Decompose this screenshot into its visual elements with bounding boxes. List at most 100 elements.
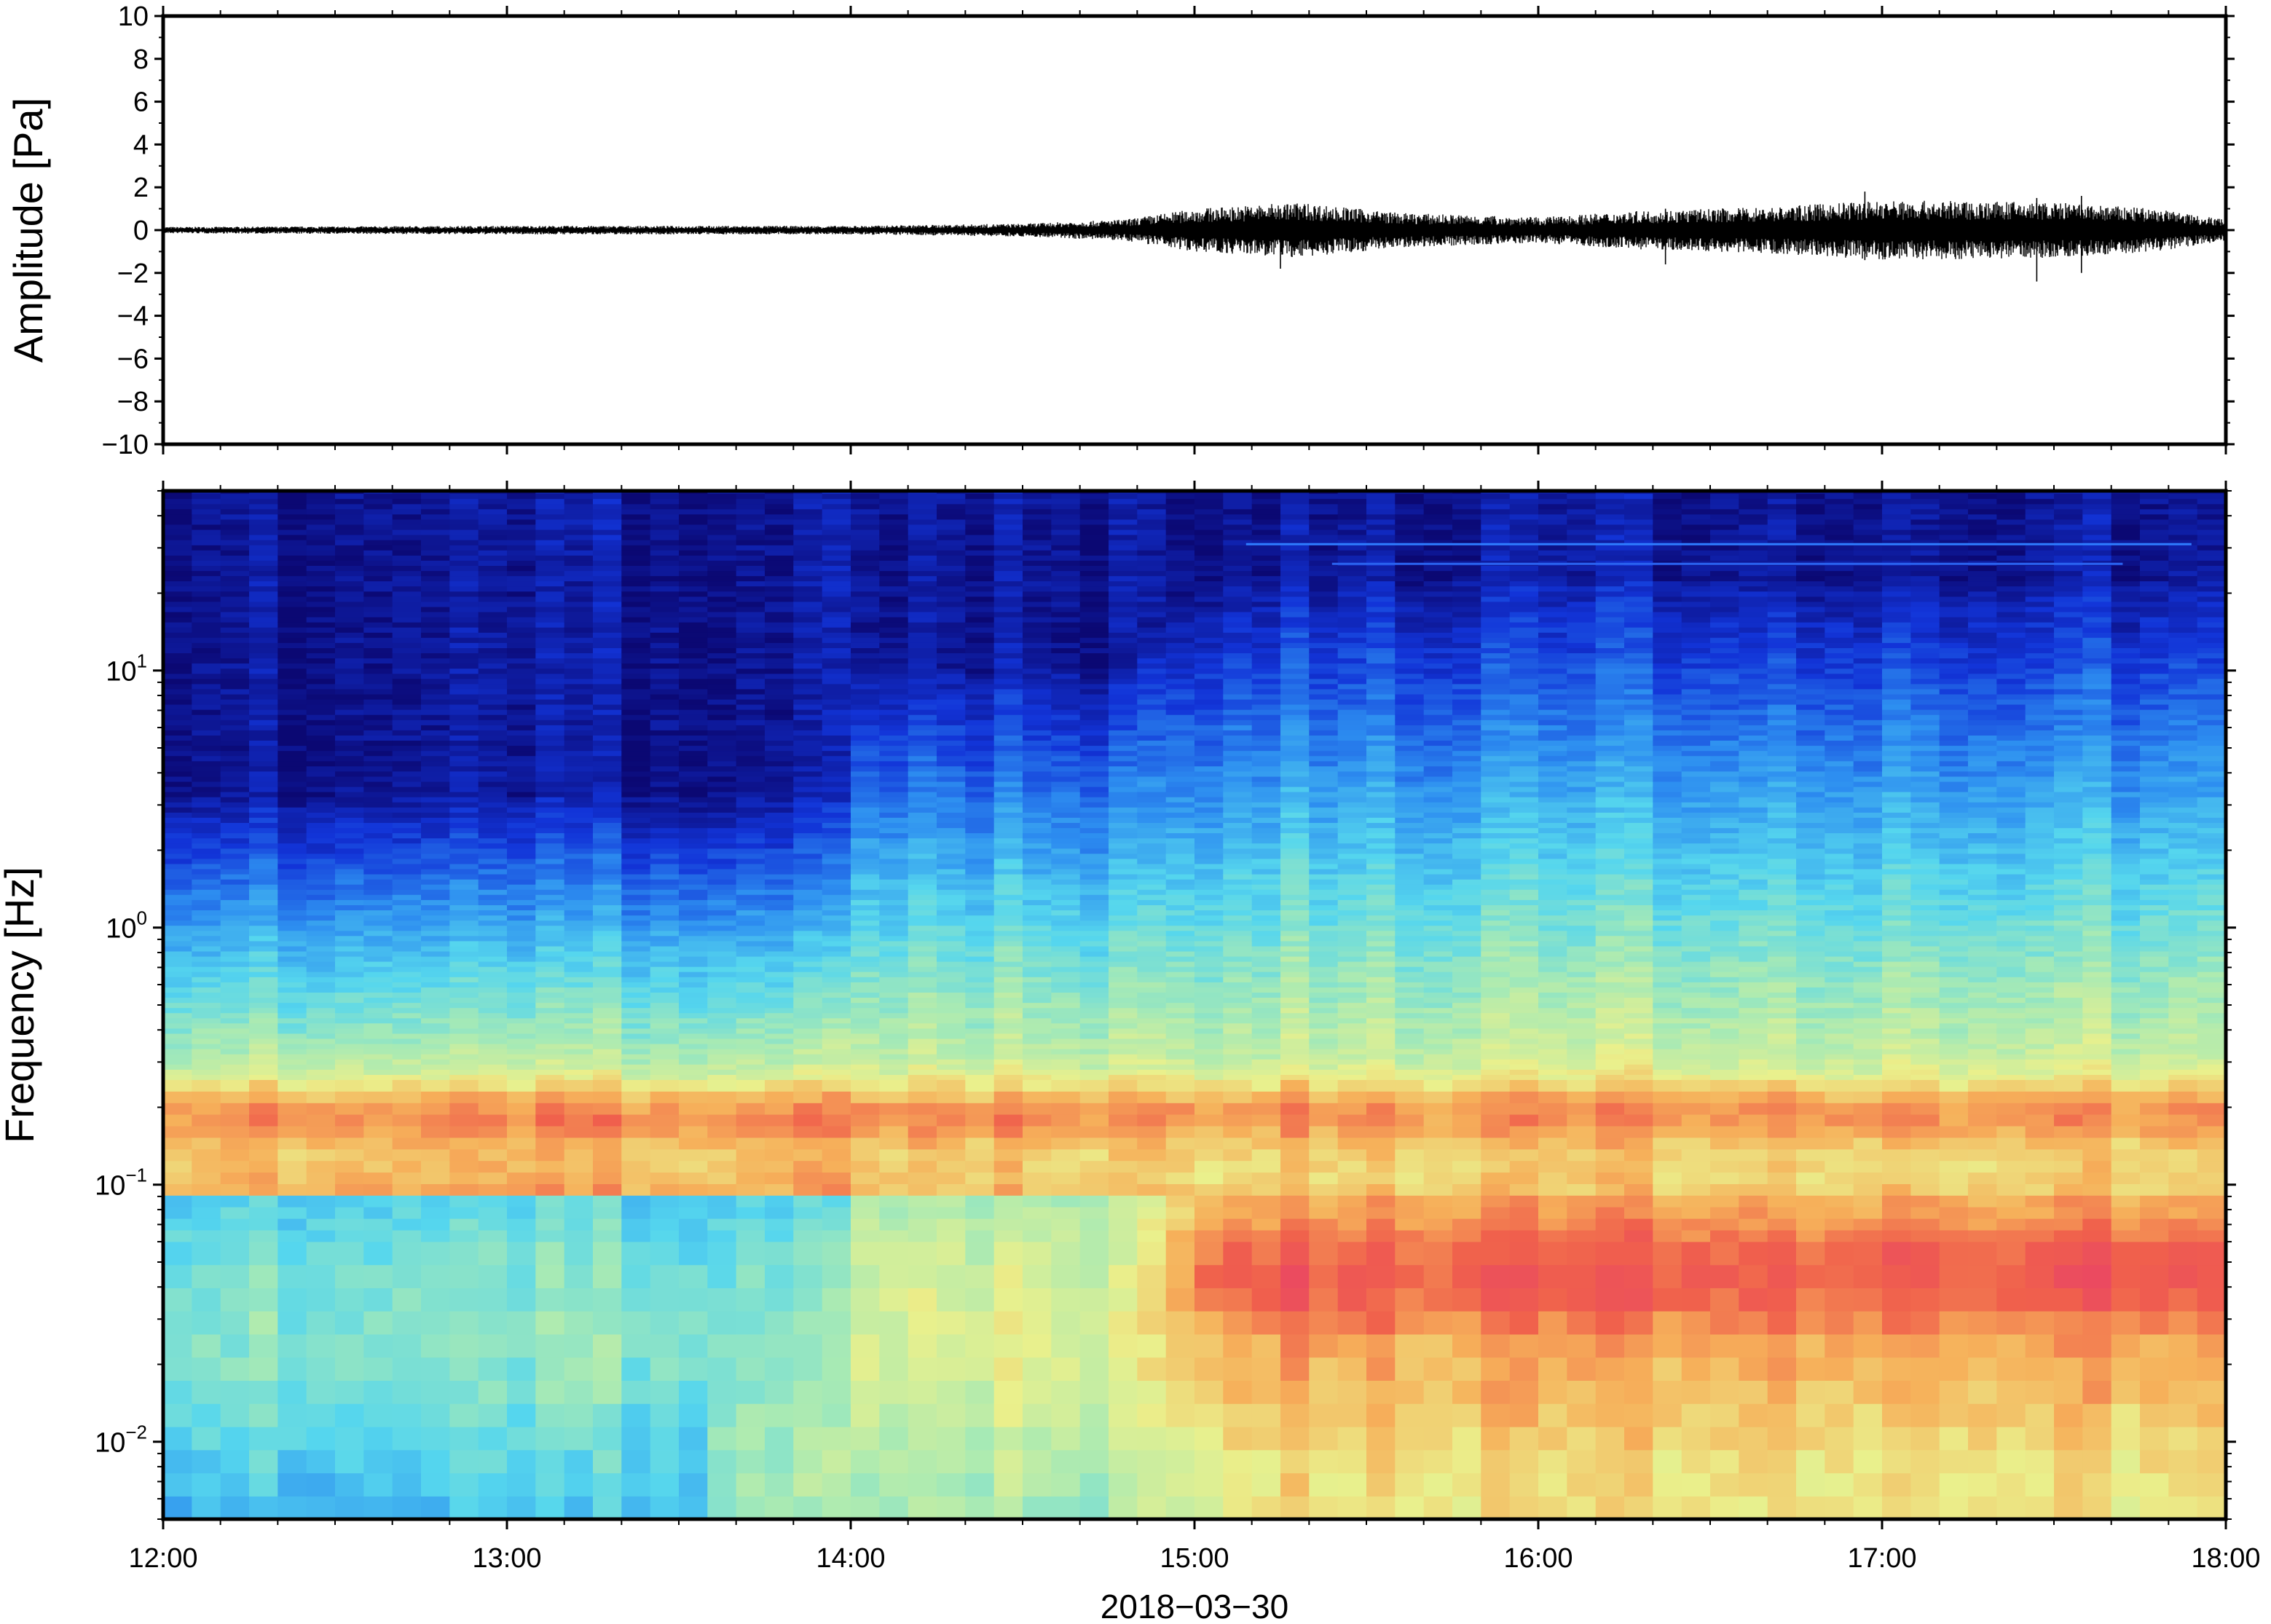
spectrogram-cell (363, 1028, 393, 1034)
spectrogram-cell (851, 1195, 880, 1207)
spectrogram-cell (679, 1079, 708, 1092)
spectrogram-cell (421, 1380, 450, 1404)
spectrogram-cell (1137, 1311, 1167, 1335)
spectrogram-cell (707, 1091, 737, 1103)
spectrogram-cell (249, 745, 278, 752)
spectrogram-cell (564, 786, 594, 792)
spectrogram-cell (507, 889, 536, 895)
spectrogram-cell (965, 1038, 995, 1044)
spectrogram-cell (363, 647, 393, 653)
spectrogram-cell (937, 560, 966, 566)
spectrogram-cell (851, 884, 880, 890)
spectrogram-cell (278, 1311, 307, 1335)
spectrogram-cell (765, 709, 794, 715)
spectrogram-cell (736, 1074, 765, 1080)
spectrogram-cell (1023, 1114, 1052, 1127)
spectrogram-cell (1137, 1357, 1167, 1381)
spectrogram-cell (278, 1380, 307, 1404)
spectrogram-cell (965, 493, 995, 500)
spectrogram-cell (1023, 1049, 1052, 1055)
spectrogram-cell (993, 1449, 1023, 1474)
spectrogram-cell (392, 1125, 422, 1138)
spectrogram-cell (363, 807, 393, 813)
spectrogram-cell (765, 899, 794, 905)
spectrogram-cell (220, 863, 250, 870)
spectrogram-cell (1023, 792, 1052, 797)
spectrogram-cell (937, 513, 966, 520)
spectrogram-cell (593, 858, 622, 864)
spectrogram-cell (192, 1012, 221, 1019)
spectrogram-cell (793, 940, 823, 947)
spectrogram-cell (879, 1403, 909, 1427)
spectrogram-cell (965, 786, 995, 792)
spectrogram-cell (993, 735, 1023, 741)
spectrogram-cell (478, 1160, 508, 1173)
spectrogram-cell (650, 1038, 680, 1044)
spectrogram-cell (993, 1059, 1023, 1065)
spectrogram-cell (679, 658, 708, 664)
spectrogram-cell (1051, 930, 1081, 937)
spectrogram-cell (449, 955, 479, 962)
spectrogram-cell (621, 1017, 651, 1024)
spectrogram-cell (965, 1207, 995, 1219)
spectrogram-cell (1109, 1160, 1138, 1173)
spectrogram-cell (535, 1033, 565, 1039)
spectrogram-cell (1023, 786, 1052, 792)
spectrogram-cell (965, 992, 995, 998)
spectrogram-cell (793, 1241, 823, 1266)
spectrogram-cell (793, 1403, 823, 1427)
spectrogram-cell (449, 1059, 479, 1065)
spectrogram-cell (220, 524, 250, 530)
spectrogram-cell (937, 1049, 966, 1055)
spectrogram-cell (707, 714, 737, 720)
spectrogram-cell (392, 1195, 422, 1207)
spectrogram-cell (879, 529, 909, 535)
spectrogram-cell (449, 698, 479, 705)
spectrogram-cell (650, 1229, 680, 1242)
spectrogram-cell (1109, 1028, 1138, 1034)
spectrogram-cell (1109, 1125, 1138, 1138)
spectrogram-cell (278, 529, 307, 535)
spectrogram-cell (851, 899, 880, 905)
spectrogram-cell (822, 807, 851, 813)
spectrogram-cell (220, 688, 250, 695)
spectrogram-cell (879, 1264, 909, 1288)
spectrogram-cell (993, 1002, 1023, 1009)
spectrogram-cell (306, 550, 336, 556)
spectrogram-cell (335, 730, 364, 736)
spectrogram-cell (993, 930, 1023, 937)
spectrogram-cell (851, 663, 880, 669)
spectrogram-cell (535, 950, 565, 957)
spectrogram-cell (278, 668, 307, 674)
spectrogram-cell (421, 807, 450, 813)
spectrogram-cell (679, 642, 708, 648)
spectrogram-cell (822, 663, 851, 669)
spectrogram-cell (851, 1333, 880, 1358)
spectrogram-cell (1137, 1241, 1167, 1266)
spectrogram-cell (736, 632, 765, 638)
spectrogram-cell (851, 1059, 880, 1065)
spectrogram-cell (1109, 730, 1138, 736)
spectrogram-cell (793, 1357, 823, 1381)
spectrogram-cell (192, 637, 221, 643)
spectrogram-cell (564, 950, 594, 957)
spectrogram-cell (1023, 940, 1052, 947)
spectrogram-cell (478, 745, 508, 752)
spectrogram-cell (421, 889, 450, 895)
spectrogram-cell (564, 508, 594, 515)
spectrogram-cell (306, 1264, 336, 1288)
spectrogram-cell (478, 513, 508, 520)
spectrogram-cell (621, 1054, 651, 1060)
spectrogram-cell (965, 899, 995, 905)
spectrogram-cell (421, 1038, 450, 1044)
spectrogram-cell (278, 632, 307, 638)
spectrogram-cell (335, 725, 364, 730)
spectrogram-cell (707, 935, 737, 942)
spectrogram-cell (392, 570, 422, 577)
spectrogram-cell (392, 545, 422, 551)
spectrogram-cell (249, 704, 278, 710)
spectrogram-cell (793, 843, 823, 849)
spectrogram-cell (993, 698, 1023, 705)
spectrogram-cell (535, 977, 565, 982)
spectrogram-cell (564, 663, 594, 669)
